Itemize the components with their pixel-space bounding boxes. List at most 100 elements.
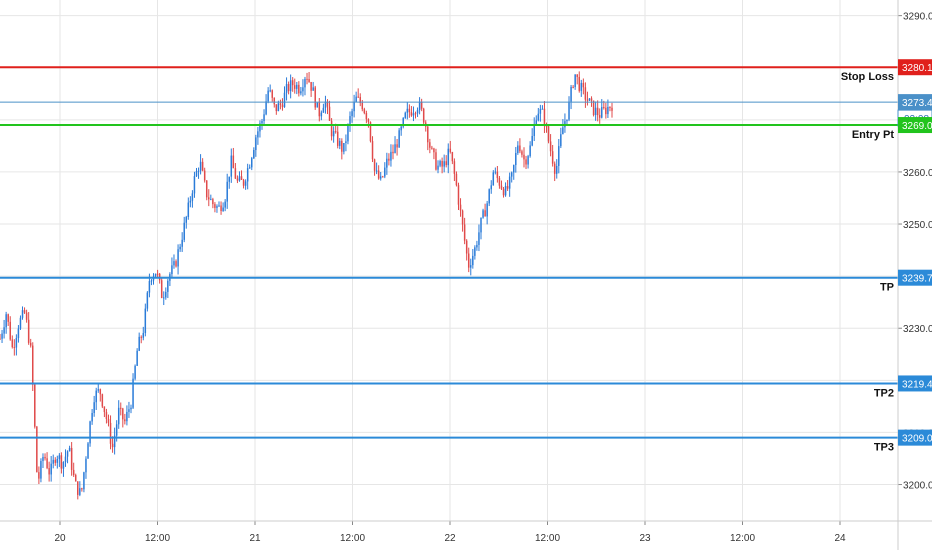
candle-body [66,451,69,457]
candle-body [0,338,1,340]
grid-lines [0,0,898,521]
candle-body [275,104,278,112]
candle-body [353,101,355,112]
candle-body [480,217,482,233]
level-label: TP2 [874,387,894,399]
candle-body [435,152,437,170]
candle-body [427,126,429,143]
y-tick-label: 3290.0 [903,12,932,23]
candle-body [545,125,548,127]
price-tag[interactable]: 3239.7 [898,269,932,286]
x-tick-label: 23 [639,533,651,544]
candle-body [105,412,108,419]
candle-body [128,409,130,412]
candle-body [508,176,511,189]
candle-body [390,151,392,161]
candle-body [396,144,398,148]
candle-body [203,170,206,181]
candle-body [56,458,59,463]
candle-body [347,125,349,142]
candle-body [355,96,357,102]
candle-body [38,472,40,479]
candle-body [287,84,290,92]
candle-body [365,113,368,120]
candle-body [359,96,361,103]
candle-body [506,186,509,189]
candle-body [580,82,583,91]
candle-body [373,159,376,171]
candle-body [467,253,470,268]
candle-body [291,80,294,86]
candle-body [162,297,165,299]
candle-body [611,107,613,111]
candle-body [179,246,181,250]
candle-body [181,239,183,247]
candle-body [402,117,404,127]
price-tag[interactable]: 3273.4 [898,94,932,111]
candle-body [120,407,122,409]
candle-body [236,178,239,181]
level-label: TP [880,282,894,294]
candle-body [308,79,310,83]
candle-body [441,161,443,167]
candle-body [410,112,413,116]
candle-body [510,172,513,177]
price-tag-text: 3209.0 [902,434,932,445]
candle-body [422,108,425,123]
candle-body [126,411,128,422]
candle-body [191,193,194,201]
candle-body [543,108,546,126]
candle-body [474,247,476,256]
x-tick-label: 20 [54,533,66,544]
candle-body [320,112,323,117]
candle-body [537,113,540,121]
candle-body [513,165,515,173]
candle-body [208,197,210,200]
candle-body [406,108,409,113]
candle-body [117,407,120,425]
candle-body [277,103,280,112]
candle-body [222,207,224,212]
candle-body [588,98,591,101]
candle-body [382,176,384,178]
candle-body [476,244,478,248]
candle-body [85,458,87,473]
candle-body [547,126,550,142]
candle-body [93,402,95,414]
y-tick-label: 3230.0 [903,324,932,335]
price-tag[interactable]: 3280.1 [898,59,932,76]
price-tag[interactable]: 3219.4 [898,375,932,392]
candle-body [560,134,562,147]
candle-body [521,151,523,155]
candle-body [197,170,200,172]
candle-body [576,74,578,77]
candle-body [445,161,447,166]
candle-body [242,179,245,186]
candle-body [492,172,495,186]
candle-body [607,106,609,115]
candle-body [416,110,419,114]
candle-body [330,120,333,137]
candle-body [64,456,67,462]
price-tag[interactable]: 3269.0 [898,117,932,134]
candle-body [289,80,292,92]
candle-body [195,171,198,177]
candle-body [95,390,97,403]
candle-body [461,210,464,225]
candle-body [515,152,517,166]
candle-body [89,421,91,444]
price-tag[interactable]: 3209.0 [898,429,932,446]
candle-body [115,424,118,436]
candle-body [113,435,116,448]
price-tag-bg [898,59,932,76]
candle-body [594,107,597,116]
candle-body [293,85,296,89]
x-tick-label: 22 [444,533,456,544]
candle-body [210,199,212,201]
candle-body [449,148,452,153]
candle-body [586,99,589,101]
x-tick-label: 12:00 [340,533,365,544]
